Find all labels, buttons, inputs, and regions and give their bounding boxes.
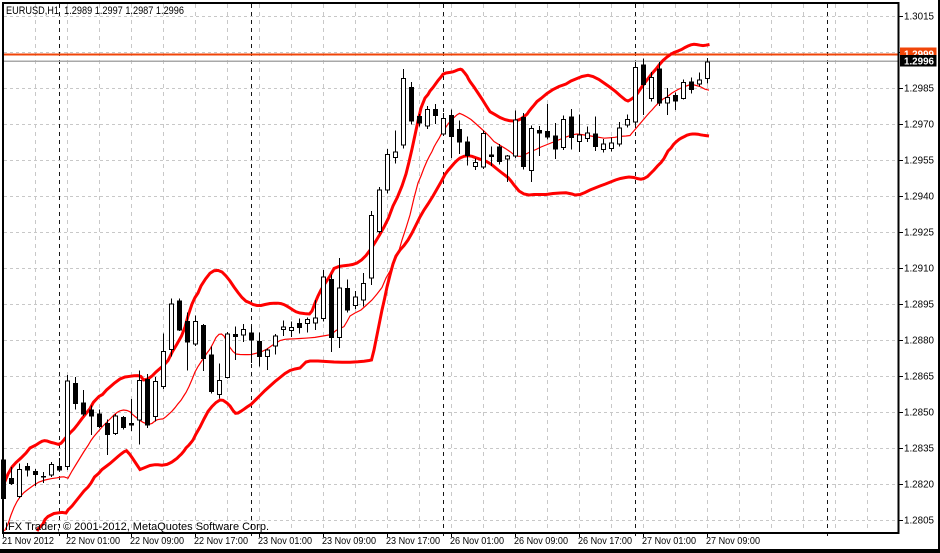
svg-text:1.2996: 1.2996 [904,56,934,68]
svg-text:1.2835: 1.2835 [904,443,934,455]
svg-text:1.2895: 1.2895 [904,299,934,311]
svg-text:1.2940: 1.2940 [904,191,934,203]
svg-text:1.2955: 1.2955 [904,155,934,167]
svg-text:26 Nov 17:00: 26 Nov 17:00 [578,535,632,547]
svg-text:1.3015: 1.3015 [904,11,934,23]
svg-text:22 Nov 09:00: 22 Nov 09:00 [130,535,184,547]
svg-text:23 Nov 01:00: 23 Nov 01:00 [258,535,312,547]
svg-text:27 Nov 01:00: 27 Nov 01:00 [642,535,696,547]
svg-text:EURUSD,H1 1.2989 1.2997 1.298: EURUSD,H1 1.2989 1.2997 1.2987 1.2996 [6,5,184,17]
svg-text:26 Nov 09:00: 26 Nov 09:00 [514,535,568,547]
svg-text:1.2865: 1.2865 [904,371,934,383]
svg-text:1.2850: 1.2850 [904,407,934,419]
svg-text:22 Nov 01:00: 22 Nov 01:00 [66,535,120,547]
svg-text:1.2985: 1.2985 [904,83,934,95]
svg-text:23 Nov 17:00: 23 Nov 17:00 [386,535,440,547]
svg-text:1.2820: 1.2820 [904,479,934,491]
svg-text:26 Nov 01:00: 26 Nov 01:00 [450,535,504,547]
svg-text:1.2925: 1.2925 [904,227,934,239]
svg-text:1.2805: 1.2805 [904,515,934,527]
svg-text:1.2910: 1.2910 [904,263,934,275]
svg-text:IFX Trader; © 2001-2012, MetaQ: IFX Trader; © 2001-2012, MetaQuotes Soft… [5,521,269,533]
svg-text:27 Nov 09:00: 27 Nov 09:00 [706,535,760,547]
svg-text:21 Nov 2012: 21 Nov 2012 [2,535,54,547]
svg-text:1.2880: 1.2880 [904,335,934,347]
svg-text:22 Nov 17:00: 22 Nov 17:00 [194,535,248,547]
svg-text:1.2970: 1.2970 [904,119,934,131]
svg-text:23 Nov 09:00: 23 Nov 09:00 [322,535,376,547]
